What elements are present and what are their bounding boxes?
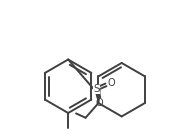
Text: S: S [93, 84, 100, 94]
Text: O: O [96, 98, 104, 108]
Text: O: O [108, 78, 115, 88]
